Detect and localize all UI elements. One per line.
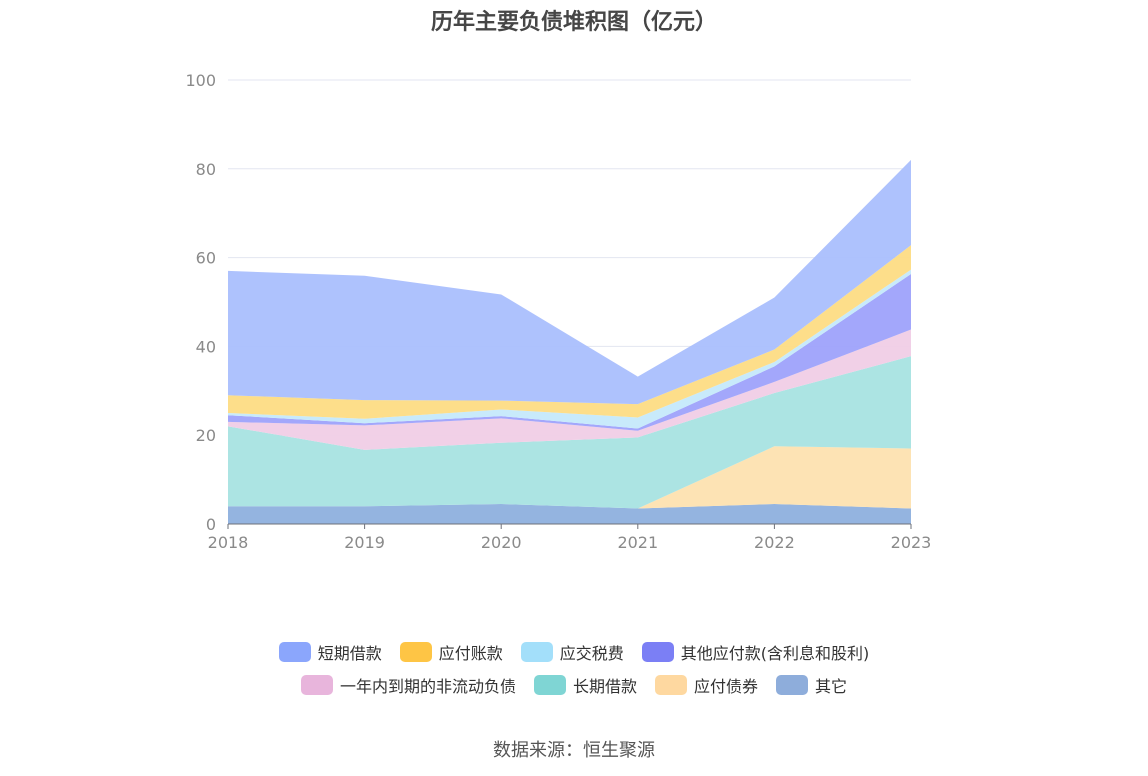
area-series-长期借款 [228,356,911,509]
legend-item-taxes-payable[interactable]: 应交税费 [520,640,624,664]
area-series-应付账款 [228,245,911,419]
legend-swatch [520,642,553,662]
legend-label: 一年内到期的非流动负债 [339,677,516,696]
legend-label: 应交税费 [559,644,624,663]
legend-swatch [399,642,432,662]
x-tick-label: 2019 [344,533,385,552]
legend-item-long-term-loans[interactable]: 长期借款 [533,673,637,697]
x-tick-label: 2021 [617,533,658,552]
stacked-area-chart: 0 20 40 60 80 100 2018 2019 2020 2021 2022 2023 [185,71,931,552]
x-tick-label: 2018 [208,533,249,552]
legend-item-other[interactable]: 其它 [776,673,847,697]
area-series [228,159,911,524]
legend-item-other-payables[interactable]: 其他应付款(含利息和股利) [641,640,870,664]
legend-swatch [776,675,809,695]
axes: 0 20 40 60 80 100 2018 2019 2020 2021 2022 2023 [185,71,931,552]
area-series-其它 [228,504,911,524]
y-tick-label: 0 [206,515,216,534]
legend-label: 应付账款 [438,644,503,663]
legend-label: 长期借款 [572,677,637,696]
y-tick-label: 60 [196,249,216,268]
area-series-短期借款 [228,159,911,405]
legend-swatch [300,675,333,695]
x-tick-label: 2023 [891,533,932,552]
legend-item-current-portion-noncurrent[interactable]: 一年内到期的非流动负债 [300,673,516,697]
legend-item-short-term-loans[interactable]: 短期借款 [278,640,382,664]
y-tick-label: 80 [196,160,216,179]
legend-swatch [278,642,311,662]
legend-swatch [641,642,674,662]
chart-title: 历年主要负债堆积图（亿元） [430,10,717,35]
legend-label: 其他应付款(含利息和股利) [680,644,870,663]
legend-item-bonds-payable[interactable]: 应付债券 [655,673,758,697]
legend-swatch [655,675,687,695]
legend-row-2: 一年内到期的非流动负债 长期借款 应付债券 其它 [0,673,1148,697]
legend-label: 应付债券 [694,677,759,696]
data-source: 数据来源：恒生聚源 [493,740,655,761]
area-series-一年内到期的非流动负债 [228,329,911,450]
legend-label: 其它 [815,677,848,696]
y-tick-label: 100 [185,71,216,90]
x-tick-label: 2022 [754,533,795,552]
y-tick-label: 20 [196,426,216,445]
area-series-其他应付款(含利息和股利) [228,274,911,431]
legend-label: 短期借款 [317,644,382,663]
y-tick-label: 40 [196,337,216,356]
x-tick-label: 2020 [481,533,522,552]
legend-swatch [533,675,566,695]
legend-row-1: 短期借款 应付账款 应交税费 其他应付款(含利息和股利) [0,640,1148,664]
legend-item-accounts-payable[interactable]: 应付账款 [399,640,503,664]
